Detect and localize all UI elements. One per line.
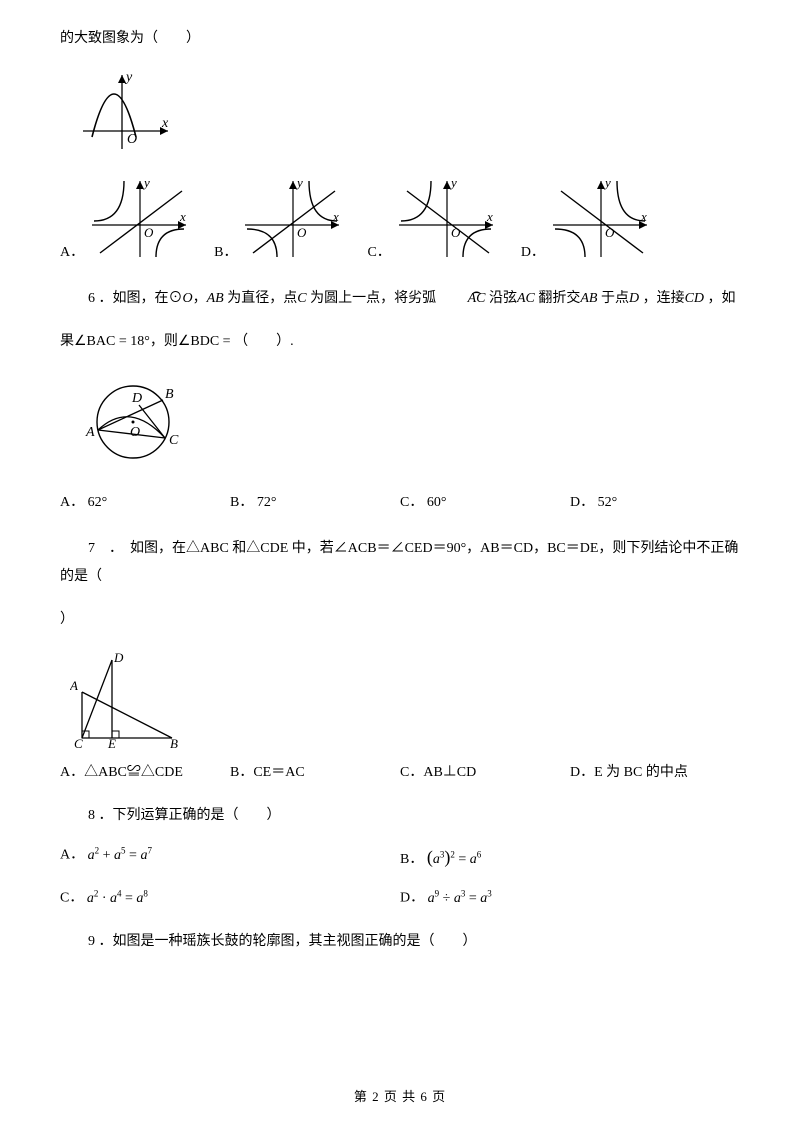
svg-text:C: C (169, 433, 179, 448)
y-label: y (124, 70, 133, 85)
svg-text:O: O (130, 425, 140, 440)
svg-text:B: B (165, 387, 174, 402)
parabola-svg: O x y (78, 67, 178, 157)
q6-var-o: O (183, 291, 193, 306)
q7-opt-b: B．CE＝AC (230, 762, 400, 783)
q6-var-c: C (297, 291, 306, 306)
q8-text: 8 ．下列运算正确的是（ ） (60, 805, 740, 826)
q7-opt-c: C．AB⊥CD (400, 762, 570, 783)
opt-d-graph: O x y (547, 175, 657, 263)
q7-figure: C E B A D (70, 652, 740, 752)
q6-opt-d: 52° (598, 495, 618, 510)
opt-d-label: D． (521, 242, 545, 263)
svg-text:O: O (297, 225, 307, 240)
q6-line1: 6 ．如图，在⊙O，AB 为直径，点C 为圆上一点，将劣弧 ⌢AC 沿弦AC 翻… (60, 285, 740, 313)
q8-opt-d: D． a9 ÷ a3 = a3 (400, 887, 740, 909)
q6-angle-bac: ∠BAC = 18° (74, 334, 150, 349)
q8-row1: A． a2 + a5 = a7 B． (a3)2 = a6 (60, 844, 740, 871)
q7-opt-a: A．△ABC≌△CDE (60, 762, 230, 783)
svg-text:A: A (85, 425, 95, 440)
opt-c-label: C． (367, 242, 390, 263)
svg-text:y: y (603, 175, 611, 190)
svg-text:O: O (605, 225, 615, 240)
q6-opt-b: 72° (257, 495, 277, 510)
svg-text:D: D (113, 652, 124, 665)
svg-text:E: E (107, 736, 116, 751)
q6-options: A． 62° B． 72° C． 60° D． 52° (60, 492, 740, 513)
svg-text:C: C (74, 736, 83, 751)
q7-options: A．△ABC≌△CDE B．CE＝AC C．AB⊥CD D．E 为 BC 的中点 (60, 762, 740, 783)
q6-figure: A B C D O (78, 374, 740, 474)
svg-text:B: B (170, 736, 178, 751)
opt-a-label: A． (60, 242, 84, 263)
svg-text:O: O (144, 225, 154, 240)
svg-text:y: y (449, 175, 457, 190)
q6-circle-svg: A B C D O (78, 374, 198, 474)
q8-opt-b: B． (a3)2 = a6 (400, 844, 740, 871)
svg-text:O: O (451, 225, 461, 240)
q5-options-row: A． O x y B． O x y C． (60, 175, 740, 263)
opt-c-graph: O x y (393, 175, 503, 263)
q8-opt-c: C． a2 · a4 = a8 (60, 887, 400, 909)
intro-fragment: 的大致图象为（ ） (60, 28, 740, 49)
top-parabola-graph: O x y (78, 67, 740, 157)
q7-line1: 7 ． 如图，在△ABC 和△CDE 中，若∠ACB＝∠CED＝90°，AB＝C… (60, 535, 740, 591)
q6-angle-bdc: ∠BDC = (178, 334, 234, 349)
svg-text:x: x (486, 209, 493, 224)
q6-opt-c: 60° (427, 495, 447, 510)
svg-text:y: y (295, 175, 303, 190)
svg-text:x: x (179, 209, 186, 224)
page-footer: 第 2 页 共 6 页 (60, 1087, 740, 1107)
svg-text:x: x (640, 209, 647, 224)
q6-line2: 果∠BAC = 18°，则∠BDC = （ ）. (60, 331, 740, 352)
q6-opt-a: 62° (88, 495, 108, 510)
o-label: O (127, 132, 137, 147)
svg-text:y: y (142, 175, 150, 190)
svg-text:D: D (131, 391, 142, 406)
q7-tri-svg: C E B A D (70, 652, 190, 752)
opt-b-graph: O x y (239, 175, 349, 263)
q6-prefix: 6 ．如图，在⊙ (88, 291, 183, 306)
q7-line2: ） (60, 609, 740, 630)
q7-opt-d: D．E 为 BC 的中点 (570, 762, 740, 783)
q9-text: 9 ．如图是一种瑶族长鼓的轮廓图，其主视图正确的是（ ） (60, 931, 740, 952)
opt-b-label: B． (214, 242, 237, 263)
x-label: x (161, 116, 169, 131)
q6-var-ab: AB (207, 291, 224, 306)
opt-a-graph: O x y (86, 175, 196, 263)
svg-text:x: x (332, 209, 339, 224)
q8-row2: C． a2 · a4 = a8 D． a9 ÷ a3 = a3 (60, 887, 740, 909)
svg-text:A: A (70, 678, 78, 693)
q8-opt-a: A． a2 + a5 = a7 (60, 844, 400, 871)
